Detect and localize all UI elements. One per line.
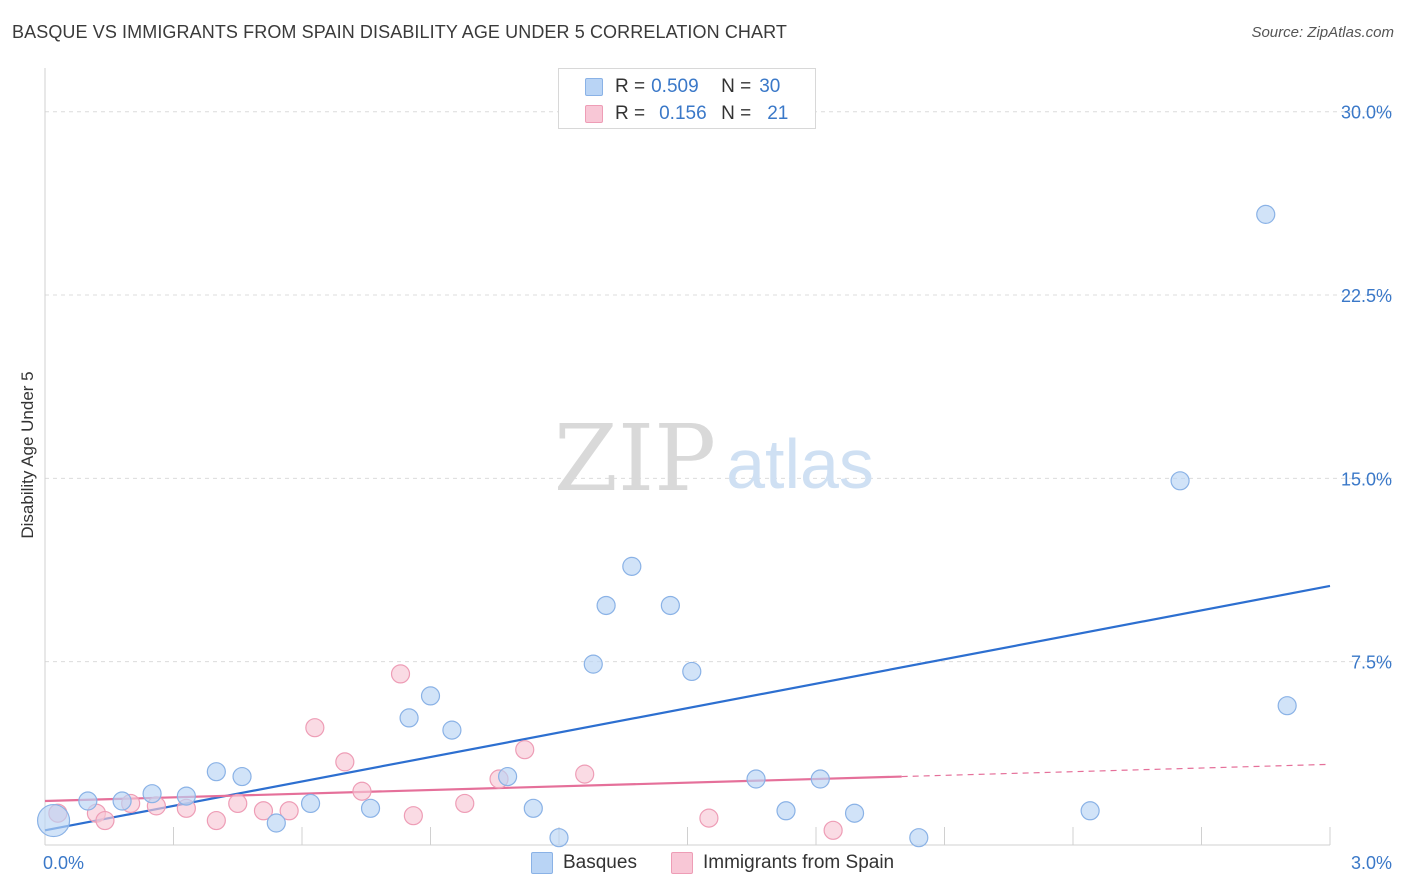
- r-label: R =: [615, 76, 646, 97]
- legend-label-spain: Immigrants from Spain: [703, 852, 895, 873]
- spain-point: [253, 801, 274, 821]
- spain-point: [575, 764, 595, 784]
- spain-point: [699, 808, 719, 828]
- spain-point: [352, 781, 372, 801]
- basques-legend-swatch: [531, 852, 553, 874]
- basques-point: [596, 595, 616, 616]
- spain-trend-extension: [901, 763, 1331, 778]
- watermark: ZIP atlas: [554, 405, 874, 512]
- basques-point: [36, 803, 71, 838]
- gridlines: [45, 111, 1392, 663]
- spain-point: [305, 718, 325, 738]
- basques-point: [232, 766, 252, 787]
- y-axis-label: Disability Age Under 5: [18, 371, 37, 539]
- spain-swatch: [585, 105, 603, 123]
- basques-point: [909, 828, 929, 848]
- y-tick-label: 7.5%: [1351, 653, 1392, 673]
- y-tick-label: 30.0%: [1341, 103, 1392, 123]
- n-label: N =: [721, 103, 752, 124]
- spain-point: [228, 793, 248, 814]
- spain-point: [390, 664, 411, 684]
- spain-point: [279, 801, 299, 821]
- watermark-atlas: atlas: [726, 425, 874, 503]
- series-legend: Basques Immigrants from Spain: [0, 852, 1406, 878]
- basques-point: [176, 786, 196, 806]
- n-value: 30: [759, 76, 781, 97]
- basques-point: [810, 769, 830, 789]
- basques-point: [682, 661, 702, 682]
- r-label: R =: [615, 103, 646, 124]
- chart-source: Source: ZipAtlas.com: [1251, 24, 1394, 41]
- chart-title: BASQUE VS IMMIGRANTS FROM SPAIN DISABILI…: [12, 22, 788, 42]
- legend-label-basques: Basques: [563, 852, 637, 873]
- basques-point: [583, 654, 603, 674]
- basques-point: [360, 798, 381, 818]
- stats-legend: R = 0.509 N = 30 R = 0.156 N = 21: [558, 68, 816, 129]
- basques-point: [844, 803, 865, 823]
- basques-point: [206, 762, 226, 782]
- spain-trend-line: [44, 775, 902, 803]
- legend-item-spain: Immigrants from Spain: [671, 852, 894, 874]
- basques-point: [420, 686, 441, 706]
- x-tick-label: 3.0%: [1351, 853, 1392, 873]
- tick-labels: 7.5% 15.0% 22.5% 30.0% 0.0% 3.0%: [43, 103, 1392, 873]
- basques-point: [776, 801, 796, 821]
- basques-point: [300, 793, 321, 814]
- spain-point: [515, 740, 535, 760]
- basques-point: [498, 766, 518, 787]
- basques-point: [523, 798, 543, 818]
- r-value: 0.156: [659, 103, 707, 124]
- x-tick-label: 0.0%: [43, 853, 84, 873]
- basques-point: [549, 828, 569, 848]
- spain-point: [403, 806, 423, 826]
- data-points: [36, 204, 1297, 848]
- basques-point: [622, 556, 642, 576]
- basques-point: [660, 595, 680, 616]
- spain-point: [455, 793, 475, 814]
- basques-point: [1256, 204, 1276, 224]
- spain-point: [335, 752, 355, 772]
- legend-item-basques: Basques: [531, 852, 637, 874]
- spain-point: [206, 810, 226, 831]
- basques-point: [1277, 696, 1297, 716]
- spain-point: [823, 820, 843, 840]
- legend-row-basques: R = 0.509 N = 30: [585, 75, 780, 99]
- basques-point: [78, 791, 98, 811]
- basques-point: [442, 720, 462, 740]
- n-value: 21: [767, 103, 789, 124]
- basques-point: [112, 791, 132, 811]
- spain-legend-swatch: [671, 852, 693, 874]
- watermark-zip: ZIP: [554, 405, 716, 512]
- basques-swatch: [585, 78, 603, 96]
- legend-row-spain: R = 0.156 N = 21: [585, 102, 788, 126]
- basques-point: [746, 769, 766, 789]
- basques-point: [1170, 471, 1190, 491]
- basques-trend-line: [44, 584, 1331, 832]
- trend-lines: [44, 584, 1331, 832]
- n-label: N =: [721, 76, 752, 97]
- basques-point: [1080, 801, 1100, 821]
- basques-point: [266, 813, 286, 833]
- y-tick-label: 15.0%: [1341, 469, 1392, 489]
- spain-point: [95, 810, 115, 831]
- basques-point: [399, 708, 419, 728]
- r-value: 0.509: [651, 76, 699, 97]
- y-tick-label: 22.5%: [1341, 286, 1392, 306]
- basques-point: [142, 784, 162, 804]
